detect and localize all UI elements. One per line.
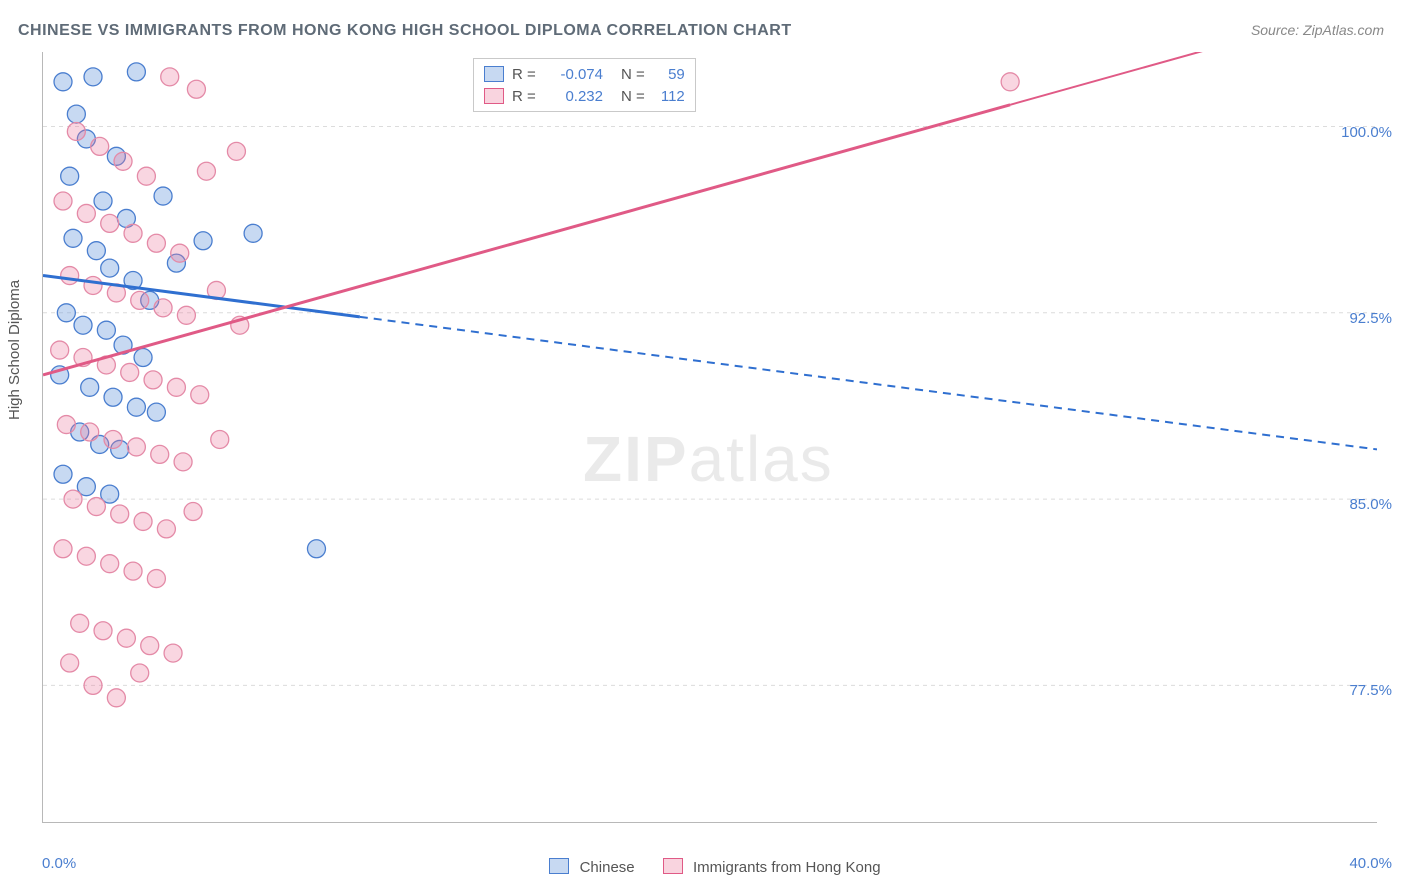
- legend-swatch-chinese: [549, 858, 569, 874]
- chart-title: CHINESE VS IMMIGRANTS FROM HONG KONG HIG…: [18, 22, 792, 40]
- y-axis-label: High School Diploma: [6, 280, 23, 420]
- series-legend: Chinese Immigrants from Hong Kong: [0, 858, 1406, 876]
- y-tick-label: 85.0%: [1349, 496, 1392, 513]
- legend-swatch-pink: [484, 88, 504, 104]
- watermark: ZIPatlas: [583, 422, 834, 496]
- legend-row: R =0.232N =112: [484, 85, 685, 107]
- y-tick-label: 92.5%: [1349, 310, 1392, 327]
- plot-area: ZIPatlas R =-0.074N =59R =0.232N =112: [42, 52, 1377, 823]
- y-tick-label: 77.5%: [1349, 682, 1392, 699]
- legend-swatch-blue: [484, 66, 504, 82]
- legend-label-hongkong: Immigrants from Hong Kong: [693, 859, 881, 876]
- legend-row: R =-0.074N =59: [484, 63, 685, 85]
- legend-swatch-hongkong: [663, 858, 683, 874]
- legend-label-chinese: Chinese: [580, 859, 635, 876]
- y-tick-label: 100.0%: [1341, 124, 1392, 141]
- source-credit: Source: ZipAtlas.com: [1251, 22, 1384, 38]
- correlation-legend: R =-0.074N =59R =0.232N =112: [473, 58, 696, 112]
